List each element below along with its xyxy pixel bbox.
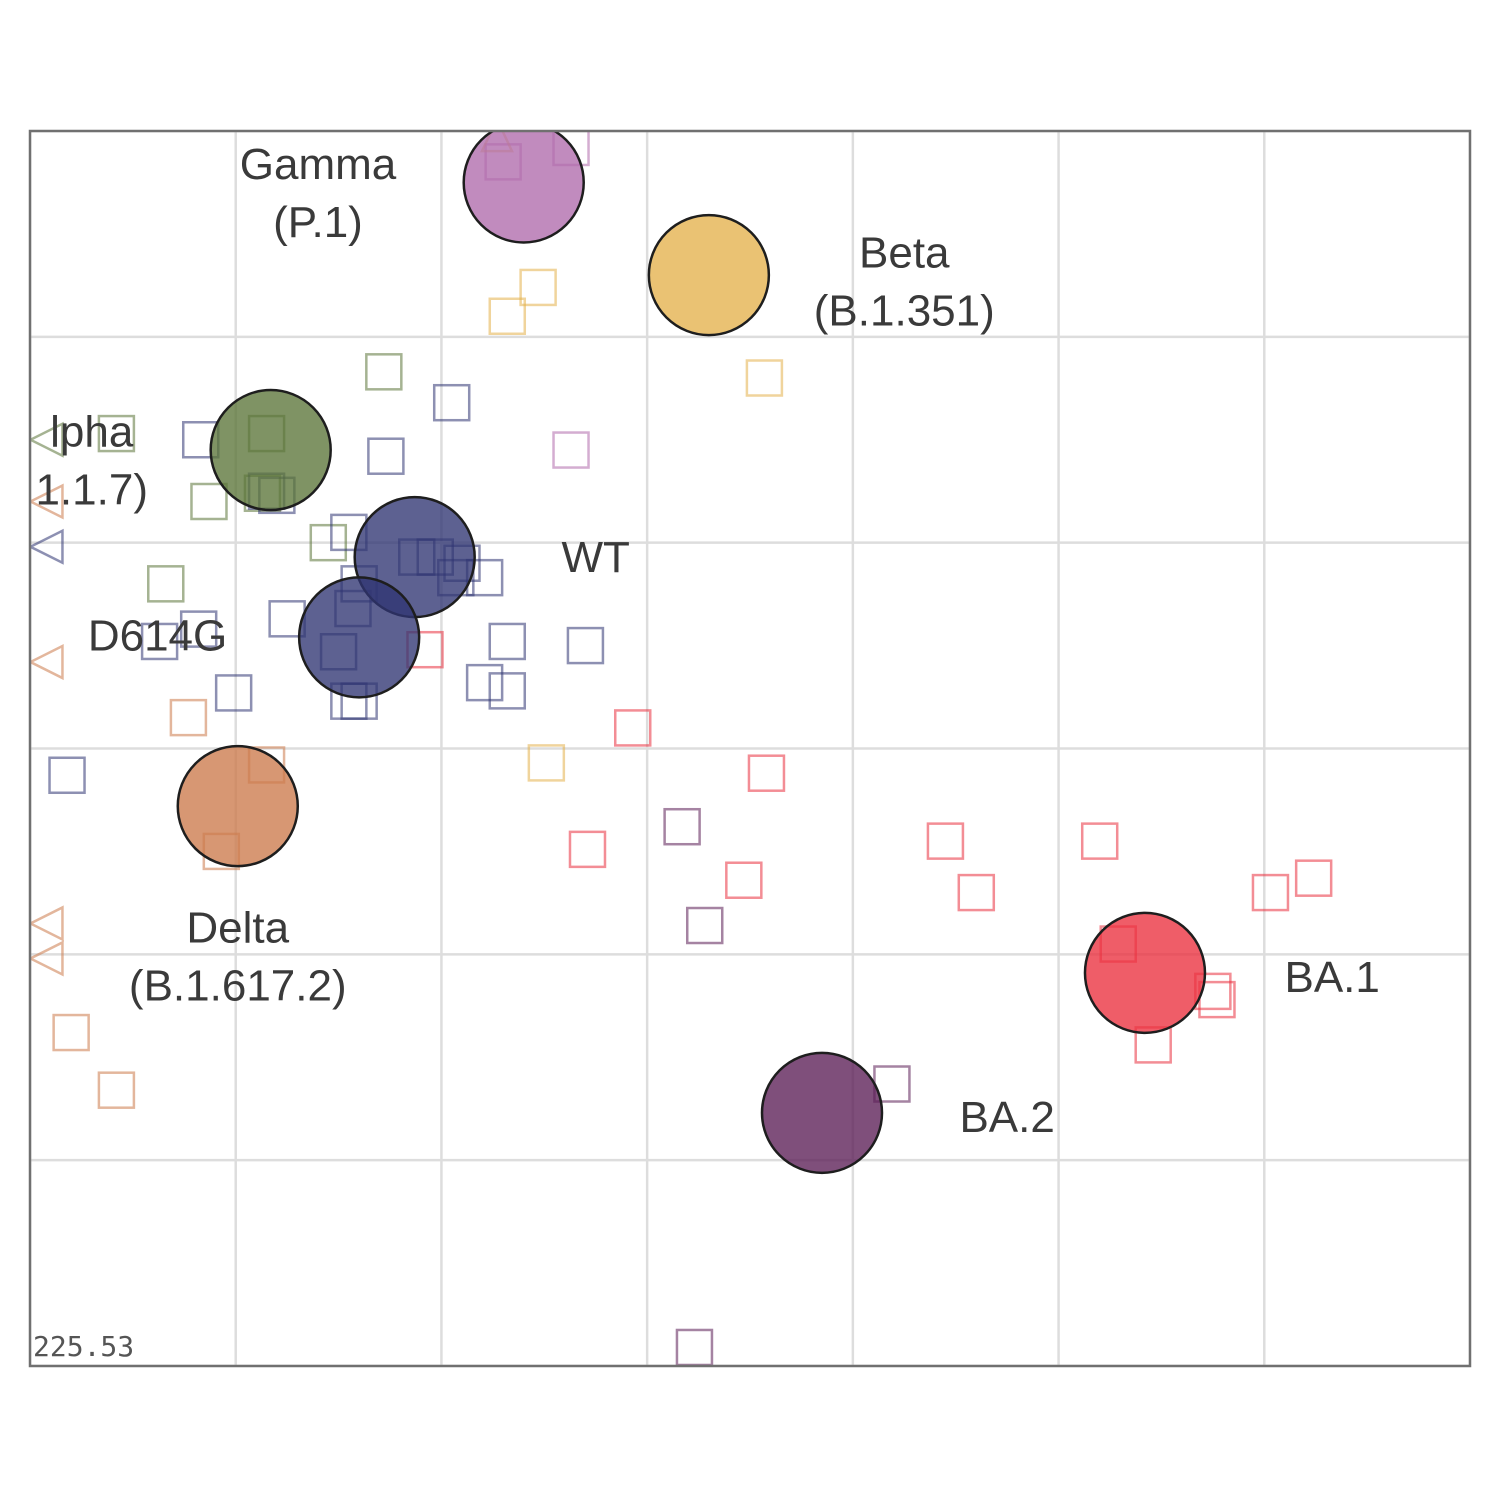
edge-marker-alpha (30, 421, 64, 458)
serum-point-alpha (190, 482, 228, 521)
edge-marker-delta (30, 483, 64, 520)
antigen-label-gamma: Gamma (240, 140, 397, 189)
serum-point-ba-2 (663, 807, 701, 846)
serum-point-alpha (309, 523, 348, 562)
serum-point-beta (527, 744, 566, 782)
antigen-label-wt: WT (562, 533, 630, 582)
antigen-point-ba-2 (760, 1051, 884, 1175)
serum-point-ba-1 (957, 873, 996, 912)
antigen-label-ba-1: BA.1 (1284, 953, 1379, 1002)
serum-point-ba-1 (1294, 859, 1333, 897)
antigen-label-alpha: lpha (50, 407, 134, 456)
edge-marker-wt (30, 528, 64, 565)
serum-point-wt (214, 674, 253, 712)
antigen-label-beta: Beta (859, 228, 950, 277)
serum-point-wt (432, 383, 471, 422)
serum-point-wt (488, 622, 527, 661)
serum-point-wt (465, 663, 504, 702)
antigen-label-gamma: (P.1) (273, 198, 363, 247)
edge-marker-delta (30, 905, 64, 942)
serum-point-gamma (552, 431, 590, 469)
serum-point-ba-1 (725, 861, 763, 899)
antigen-label-delta: (B.1.617.2) (129, 961, 347, 1010)
serum-point-wt (179, 610, 218, 648)
stress-label: 225.53 (33, 1330, 134, 1363)
serum-point-beta (519, 268, 557, 307)
antigen-point-d614g (297, 576, 421, 699)
antigen-point-gamma (462, 131, 585, 244)
antigen-point-delta (176, 744, 300, 868)
serum-point-delta (52, 1013, 90, 1052)
serum-point-ba-1 (1251, 873, 1290, 912)
serum-point-ba-1 (926, 822, 965, 860)
serum-point-ba-1 (613, 709, 652, 747)
serum-point-wt (140, 622, 179, 661)
antigen-label-ba-2: BA.2 (959, 1093, 1054, 1142)
serum-point-ba-1 (568, 830, 607, 869)
serum-point-beta (488, 297, 527, 335)
antigen-label-delta: Delta (186, 903, 289, 952)
antigen-label-d614g: D614G (88, 611, 227, 660)
edge-markers (30, 131, 514, 977)
antigen-point-alpha (209, 388, 332, 512)
serum-point-wt (367, 437, 405, 475)
serum-point-beta (745, 359, 784, 397)
serum-point-ba-2 (685, 906, 724, 945)
serum-point-wt (488, 672, 527, 710)
serum-point-delta (169, 698, 208, 737)
serum-point-ba-1 (1080, 822, 1119, 860)
serum-point-wt (48, 756, 86, 795)
antigen-labels: Gamma (P.1) Beta (B.1.351) lpha 1.1.7) WT D614G… (35, 140, 1379, 1142)
serum-point-ba-1 (747, 754, 786, 792)
serum-point-delta (97, 1071, 136, 1109)
edge-marker-delta (30, 644, 64, 681)
antigen-point-beta (647, 213, 771, 337)
antigen-point-ba-1 (1083, 911, 1207, 1035)
antigen-label-beta: (B.1.351) (814, 286, 995, 335)
plot-frame (28, 129, 1472, 1368)
serum-point-alpha (97, 414, 136, 453)
antigen-label-alpha: 1.1.7) (35, 465, 148, 514)
edge-marker-delta (30, 940, 64, 977)
serum-point-alpha (147, 565, 185, 603)
serum-point-wt (566, 626, 605, 665)
serum-point-alpha (365, 353, 403, 391)
antigen-points (176, 131, 1207, 1175)
